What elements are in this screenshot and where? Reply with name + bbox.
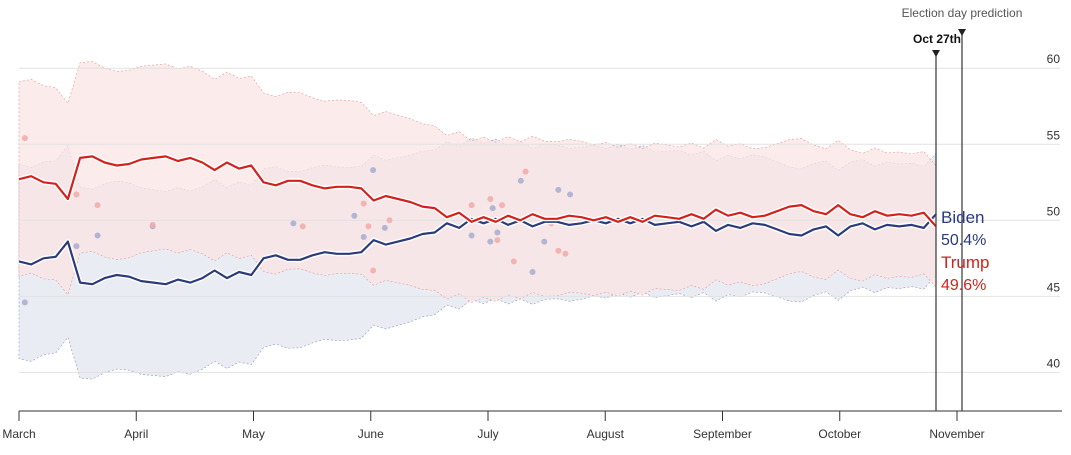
x-tick-label: August: [587, 427, 625, 441]
poll-dot-biden: [290, 220, 297, 227]
poll-dot-trump: [370, 267, 377, 274]
poll-dot-biden: [468, 232, 475, 239]
poll-dot-biden: [487, 238, 494, 245]
x-axis: March April May June July August September Octo…: [2, 410, 1062, 441]
end-label-trump-value: 49.6%: [941, 277, 986, 294]
annotation-election-day: Election day prediction: [902, 6, 1023, 20]
poll-dots: [21, 135, 574, 306]
x-tick-label: April: [124, 427, 148, 441]
poll-dot-biden: [381, 224, 388, 231]
poll-dot-trump: [522, 168, 529, 175]
y-tick-label: 55: [1047, 128, 1061, 142]
poll-dot-biden: [517, 177, 524, 184]
end-label-biden-value: 50.4%: [941, 232, 986, 249]
x-tick-label: June: [358, 427, 384, 441]
poll-dot-trump: [510, 258, 517, 265]
poll-dot-biden: [351, 212, 358, 219]
poll-dot-biden: [494, 229, 501, 236]
poll-dot-trump: [386, 217, 393, 224]
end-label-biden-name: Biden: [941, 208, 984, 227]
trump-band: [18, 61, 937, 303]
y-tick-label: 50: [1047, 204, 1061, 218]
poll-dot-biden: [21, 299, 28, 306]
date-markers: Election day prediction Oct 27th: [902, 6, 1023, 411]
poll-dot-biden: [489, 205, 496, 212]
poll-dot-trump: [555, 247, 562, 254]
y-axis: 40 45 50 55 60: [1047, 52, 1061, 370]
poll-dot-trump: [468, 202, 475, 209]
end-label-trump-name: Trump: [941, 253, 990, 272]
poll-dot-trump: [499, 202, 506, 209]
poll-dot-trump: [365, 223, 372, 230]
poll-dot-trump: [360, 200, 367, 207]
x-tick-label: March: [2, 427, 35, 441]
x-tick-label: May: [242, 427, 265, 441]
poll-dot-trump: [73, 191, 80, 198]
poll-dot-trump: [21, 135, 28, 142]
poll-dot-trump: [487, 196, 494, 202]
confidence-bands: [18, 61, 937, 380]
poll-dot-trump: [562, 250, 569, 257]
poll-dot-biden: [94, 232, 101, 239]
poll-dot-biden: [529, 269, 536, 275]
x-tick-label: October: [818, 427, 861, 441]
poll-dot-biden: [370, 167, 377, 174]
election-day-arrow: [958, 29, 966, 36]
x-tick-label: July: [477, 427, 498, 441]
series-lines: [18, 153, 938, 287]
poll-dot-biden: [567, 191, 574, 198]
end-labels: Biden 50.4% Trump 49.6%: [941, 208, 990, 294]
poll-dot-trump: [299, 223, 306, 230]
current-date-label: Oct 27th: [913, 32, 961, 46]
y-tick-label: 60: [1047, 52, 1061, 66]
poll-dot-biden: [541, 238, 548, 245]
y-tick-label: 40: [1047, 356, 1061, 370]
poll-dot-trump: [494, 237, 501, 244]
poll-dot-biden: [555, 186, 562, 193]
poll-dot-trump: [149, 221, 156, 228]
x-tick-label: November: [929, 427, 984, 441]
poll-dot-biden: [360, 234, 367, 241]
x-tick-label: September: [693, 427, 752, 441]
poll-dot-biden: [73, 243, 80, 250]
y-tick-label: 45: [1047, 280, 1061, 294]
trump-line: [18, 155, 937, 228]
poll-dot-trump: [94, 202, 101, 209]
current-date-arrow: [932, 50, 940, 57]
gridlines: [19, 67, 1060, 373]
